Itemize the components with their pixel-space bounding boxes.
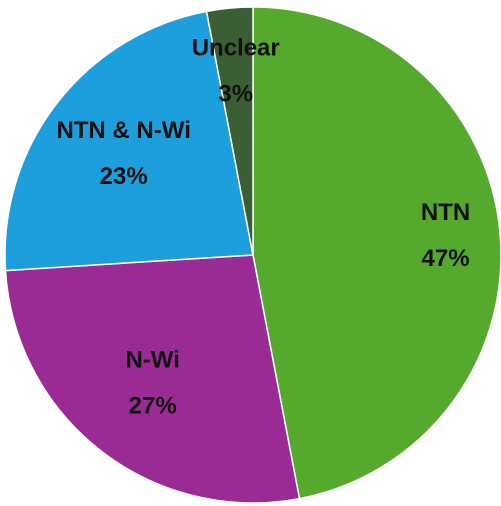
slice-label: NTN [421, 199, 470, 226]
slice-label: Unclear [192, 35, 280, 62]
slice-value-label: 27% [129, 393, 177, 420]
pie-slice [4, 10, 254, 272]
slice-value-label: 47% [422, 245, 470, 272]
slice-value-label: 23% [100, 163, 148, 190]
pie-slice [205, 6, 254, 256]
slice-label: N-Wi [125, 347, 179, 374]
slice-value-label: 3% [218, 81, 253, 108]
slice-label: NTN & N-Wi [56, 117, 190, 144]
pie-slice [252, 6, 501, 500]
pie-slice [4, 254, 301, 504]
